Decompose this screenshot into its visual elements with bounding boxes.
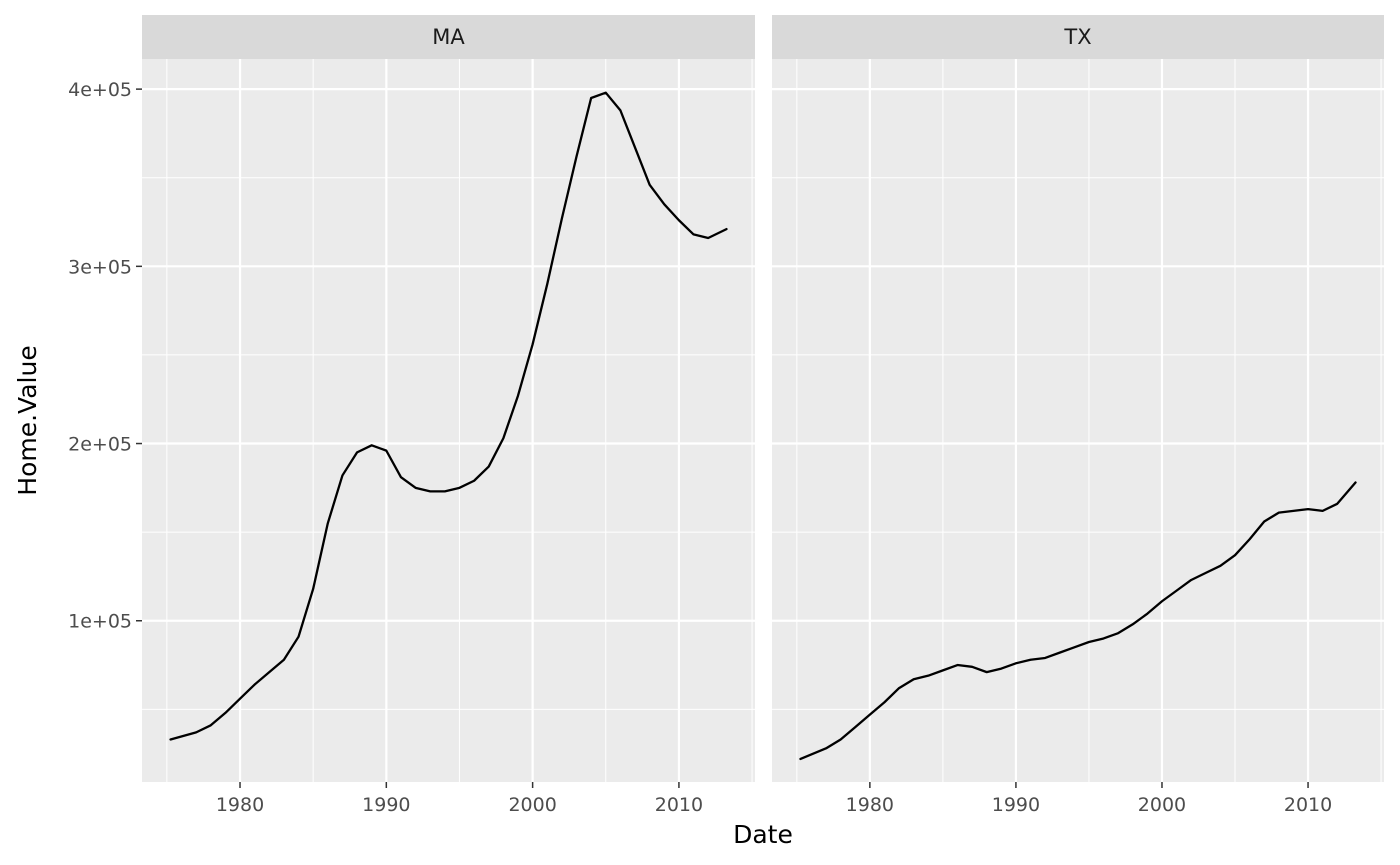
y-tick-label: 2e+05 [68,434,132,456]
strip-label-ma: MA [432,25,465,49]
x-tick-label: 1990 [992,794,1040,816]
strip-label-tx: TX [1063,25,1091,49]
x-tick-label: 2000 [508,794,556,816]
panel-background [142,59,755,782]
x-axis-title: Date [733,820,793,849]
series-line-ma [169,91,728,741]
y-tick-label: 3e+05 [68,256,132,278]
panel-tx: TX 1980 1990 2000 2010 [772,15,1384,816]
y-axis-title: Home.Value [13,345,42,495]
y-tick-label: 1e+05 [68,611,132,633]
x-tick-label: 2000 [1138,794,1186,816]
x-tick-label: 2010 [655,794,703,816]
x-tick-label: 1980 [216,794,264,816]
series-line-tx [799,481,1357,761]
panel-background [772,59,1384,782]
strip-ma [142,15,755,59]
x-tick-label: 1990 [362,794,410,816]
x-tick-label: 1980 [846,794,894,816]
y-tick-label: 4e+05 [68,79,132,101]
panel-ma: MA 1980 1990 2000 2010 [142,15,755,816]
x-tick-label: 2010 [1284,794,1332,816]
strip-tx [772,15,1384,59]
